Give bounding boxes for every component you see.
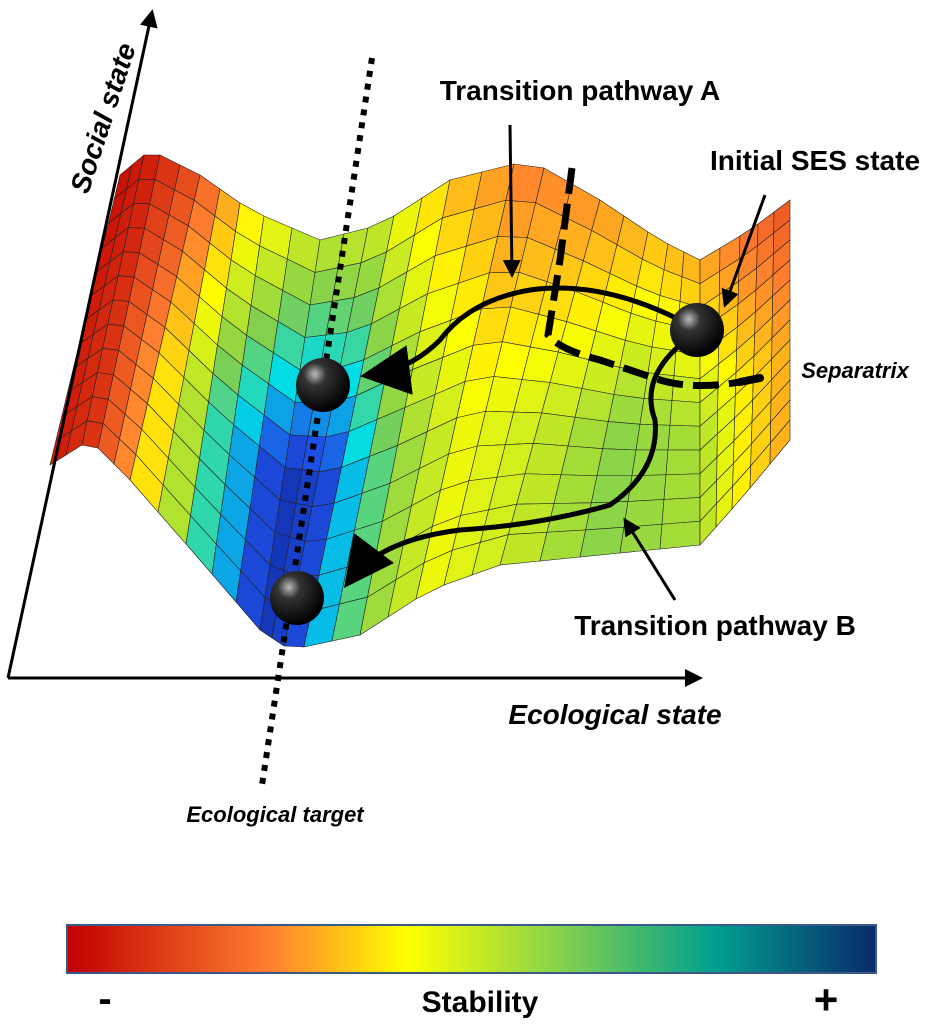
ball bbox=[670, 303, 724, 357]
surface-cell bbox=[567, 416, 609, 449]
label: Ecological target bbox=[186, 802, 365, 827]
label: Separatrix bbox=[801, 358, 909, 383]
label: Initial SES state bbox=[710, 145, 920, 176]
surface-cell bbox=[769, 419, 791, 465]
pointer bbox=[623, 517, 677, 601]
pointer bbox=[721, 194, 767, 308]
target-line bbox=[259, 57, 375, 786]
ball bbox=[296, 358, 350, 412]
surface-cell bbox=[579, 526, 625, 558]
surface-cell bbox=[607, 394, 645, 425]
surface-cell bbox=[671, 375, 701, 403]
surface-cell bbox=[665, 449, 701, 476]
surface-cell bbox=[659, 520, 701, 550]
pathway-b bbox=[343, 343, 682, 588]
pointer bbox=[502, 124, 521, 278]
surface-cell bbox=[574, 388, 615, 422]
colorbar bbox=[66, 924, 877, 974]
surface-cell bbox=[623, 499, 665, 528]
colorbar-max: + bbox=[814, 976, 839, 1023]
surface-cell bbox=[553, 474, 598, 504]
surface-cell bbox=[596, 448, 637, 477]
surface-cell bbox=[619, 523, 663, 554]
colorbar-title: Stability bbox=[422, 986, 539, 1019]
social-axis bbox=[6, 9, 158, 679]
label: Transition pathway A bbox=[440, 75, 721, 106]
surface-cell bbox=[627, 474, 667, 502]
pathway-a bbox=[360, 285, 682, 395]
x-axis-label: Ecological state bbox=[508, 699, 721, 730]
surface-cell bbox=[669, 400, 701, 427]
surface-cell bbox=[602, 421, 641, 451]
separatrix-tip bbox=[736, 374, 764, 386]
colorbar-min: - bbox=[98, 977, 111, 1021]
ball bbox=[270, 571, 324, 625]
surface-cell bbox=[661, 497, 701, 525]
surface-cell bbox=[560, 445, 604, 477]
label: Transition pathway B bbox=[574, 610, 856, 641]
surface-cell bbox=[667, 424, 701, 451]
surface-cell bbox=[539, 529, 587, 562]
stability-landscape bbox=[49, 154, 791, 648]
separatrix-line bbox=[544, 167, 761, 390]
surface-cell bbox=[663, 473, 701, 500]
